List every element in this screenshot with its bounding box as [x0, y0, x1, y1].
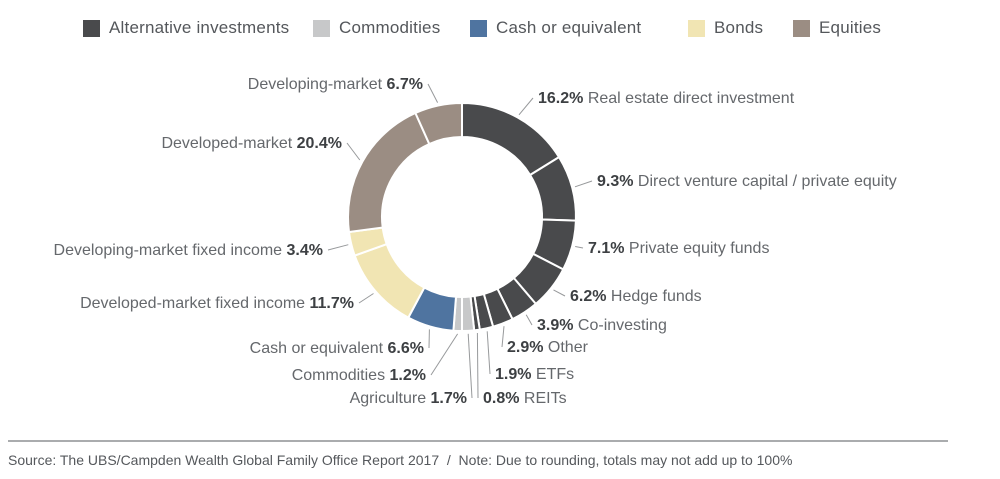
leader-line-developing-market-fixed-income: [327, 244, 349, 251]
segment-label-developed-market-fixed-income: Developed-market fixed income 11.7%: [80, 295, 354, 312]
donut-segment-developing-market: [414, 101, 463, 146]
segment-label-cash-or-equivalent: Cash or equivalent 6.6%: [250, 340, 424, 357]
legend-item-label: Bonds: [714, 18, 764, 37]
leader-line-commodities: [430, 333, 459, 376]
segment-label-other: 2.9% Other: [507, 339, 589, 356]
segment-label-etfs: 1.9% ETFs: [495, 366, 574, 383]
legend-item-label: Commodities: [339, 18, 441, 37]
leader-line-reits: [476, 332, 479, 399]
legend-item-bonds: Bonds: [688, 18, 763, 38]
donut-segment-developed-market: [347, 111, 431, 234]
leader-line-developed-market: [346, 142, 361, 161]
segment-label-commodities: Commodities 1.2%: [292, 367, 426, 384]
leader-line-agriculture: [467, 333, 473, 399]
donut-segment-developed-market-fixed-income: [353, 242, 426, 319]
segment-label-developed-market: Developed-market 20.4%: [161, 135, 342, 152]
donut-segment-real-estate-direct-investment: [461, 101, 561, 177]
segment-label-hedge-funds: 6.2% Hedge funds: [570, 288, 702, 305]
legend-item-cash-or-equivalent: Cash or equivalent: [470, 18, 641, 38]
legend-item-label: Cash or equivalent: [496, 18, 642, 37]
segment-label-co-investing: 3.9% Co-investing: [537, 317, 667, 334]
segment-label-developing-market: Developing-market 6.7%: [248, 76, 423, 93]
legend-swatch-icon: [688, 19, 705, 37]
footer-divider: [8, 440, 948, 442]
donut-chart: 16.2% Real estate direct investment 9.3% …: [54, 76, 897, 407]
leader-line-developing-market: [427, 83, 439, 103]
leader-line-co-investing: [525, 314, 533, 326]
leader-line-developed-market-fixed-income: [358, 293, 374, 304]
segment-label-agriculture: Agriculture 1.7%: [350, 390, 467, 407]
legend-item-label: Equities: [819, 18, 882, 37]
segment-label-private-equity-funds: 7.1% Private equity funds: [588, 240, 769, 257]
leader-line-direct-venture-capital-private-equity: [574, 180, 593, 188]
segment-label-real-estate-direct-investment: 16.2% Real estate direct investment: [538, 90, 795, 107]
legend-item-label: Alternative investments: [109, 18, 290, 37]
leader-line-other: [501, 326, 505, 348]
segment-label-reits: 0.8% REITs: [483, 390, 567, 407]
legend-swatch-icon: [470, 19, 487, 37]
legend-item-alternative-investments: Alternative investments: [83, 18, 289, 38]
legend-swatch-icon: [313, 19, 330, 37]
source-note: Source: The UBS/Campden Wealth Global Fa…: [8, 452, 793, 468]
chart-legend: Alternative investments Commodities Cash o…: [0, 0, 1000, 48]
legend-item-equities: Equities: [793, 18, 881, 38]
leader-line-real-estate-direct-investment: [518, 97, 534, 116]
legend-item-commodities: Commodities: [313, 18, 440, 38]
legend-swatch-icon: [793, 19, 810, 37]
leader-line-private-equity-funds: [575, 246, 584, 249]
segment-label-direct-venture-capital-private-equity: 9.3% Direct venture capital / private eq…: [597, 173, 897, 190]
legend-swatch-icon: [83, 19, 100, 37]
segment-label-developing-market-fixed-income: Developing-market fixed income 3.4%: [54, 242, 323, 259]
leader-line-etfs: [486, 331, 491, 375]
leader-line-hedge-funds: [553, 289, 566, 297]
